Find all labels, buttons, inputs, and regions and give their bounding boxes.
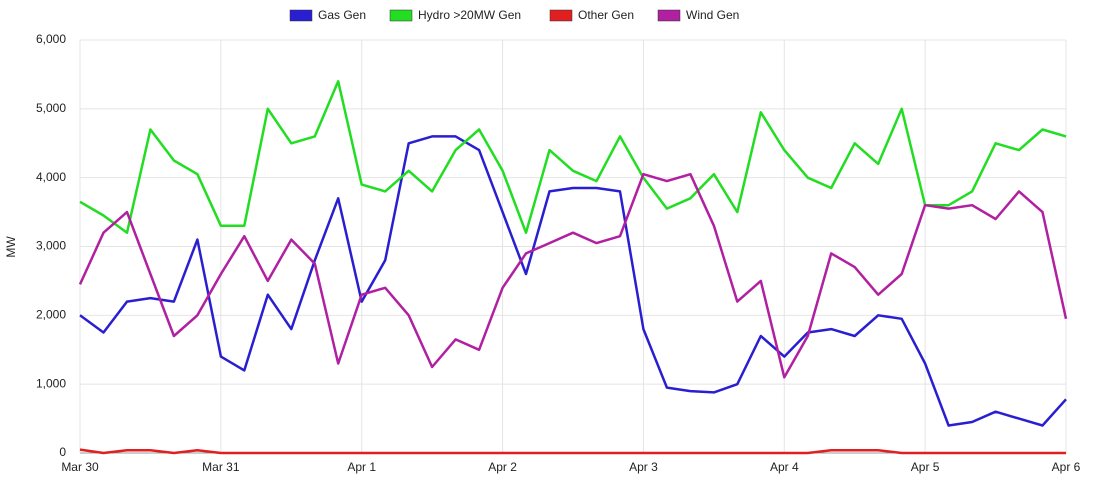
y-tick-label: 3,000	[36, 239, 66, 253]
y-axis-label: MW	[4, 236, 18, 258]
series-line	[79, 135, 1067, 427]
y-tick-label: 2,000	[36, 308, 66, 322]
series-line	[79, 80, 1067, 234]
x-tick-label: Mar 31	[202, 460, 240, 474]
legend-swatch	[549, 9, 573, 22]
y-tick-label: 0	[59, 445, 66, 459]
y-tick-label: 4,000	[36, 170, 66, 184]
x-tick-label: Apr 1	[347, 460, 376, 474]
x-tick-label: Apr 2	[488, 460, 517, 474]
y-tick-label: 1,000	[36, 376, 66, 390]
x-tick-label: Apr 3	[629, 460, 658, 474]
y-tick-label: 5,000	[36, 101, 66, 115]
legend-label: Wind Gen	[686, 8, 739, 22]
legend-label: Gas Gen	[318, 8, 366, 22]
legend-swatch	[389, 9, 413, 22]
series-line	[78, 172, 1068, 379]
legend-label: Hydro >20MW Gen	[418, 8, 521, 22]
legend-swatch	[657, 9, 681, 22]
legend-label: Other Gen	[578, 8, 634, 22]
x-tick-label: Mar 30	[61, 460, 99, 474]
y-tick-label: 6,000	[36, 32, 66, 46]
series-line	[79, 448, 1066, 455]
x-tick-label: Apr 5	[911, 460, 940, 474]
legend-swatch	[289, 9, 313, 22]
x-tick-label: Apr 6	[1052, 460, 1081, 474]
x-tick-label: Apr 4	[770, 460, 799, 474]
